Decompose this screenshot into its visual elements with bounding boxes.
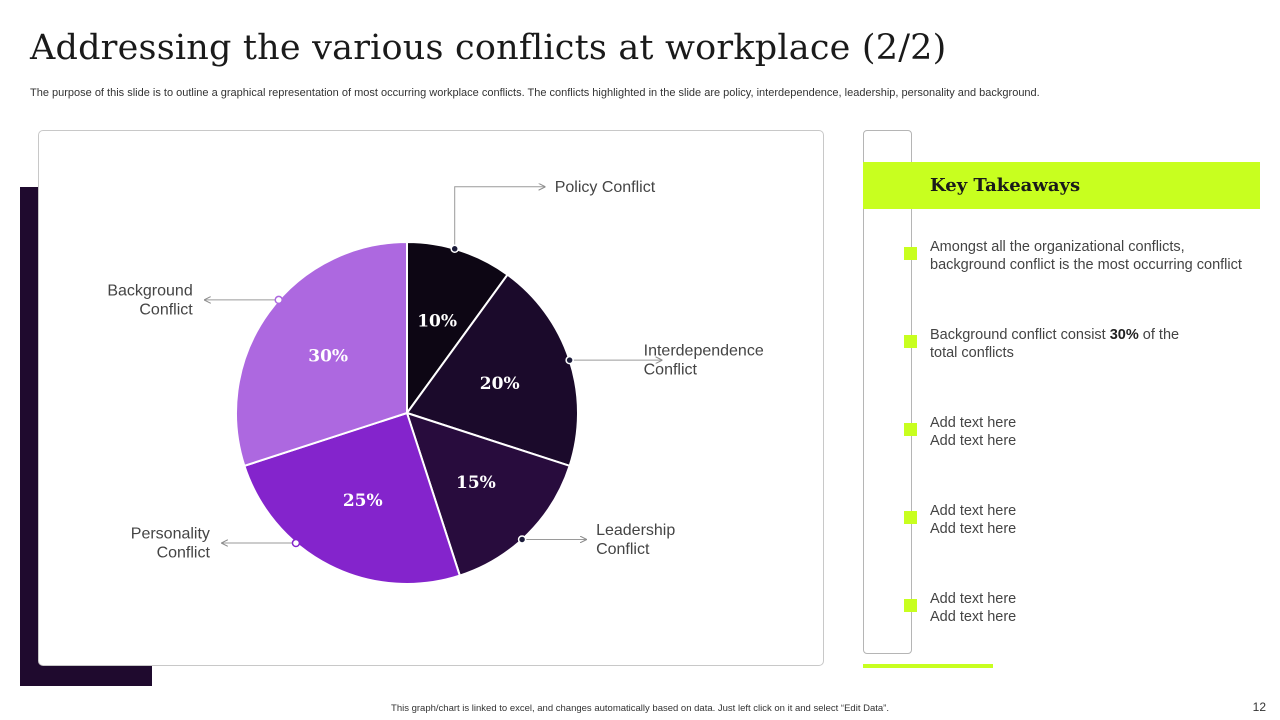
footer-note: This graph/chart is linked to excel, and… <box>391 703 889 714</box>
data-label-leadership-conflict: 15% <box>456 473 496 493</box>
category-label-background-conflict: Background Conflict <box>107 282 193 318</box>
category-label-policy-conflict: Policy Conflict <box>555 179 656 196</box>
key-takeaways-header: Key Takeaways <box>863 162 1260 209</box>
takeaway-text: Add text here Add text here <box>930 503 1017 537</box>
pie-chart[interactable]: 10% 20% 15% 25% 30% Policy Conflict Interdepe… <box>39 131 825 667</box>
chart-card[interactable]: 10% 20% 15% 25% 30% Policy Conflict Interdepe… <box>38 130 824 666</box>
callout-dot-policy-conflict <box>450 244 459 254</box>
callout-dot-interdependence-conflict <box>565 355 574 365</box>
callout-dot-background-conflict <box>274 295 283 305</box>
decorative-underline <box>863 664 993 668</box>
takeaway-text: Add text here Add text here <box>930 591 1017 625</box>
data-label-policy-conflict: 10% <box>417 311 457 331</box>
page-subtitle: The purpose of this slide is to outline … <box>30 87 1040 99</box>
page-number: 12 <box>1252 700 1266 714</box>
takeaway-item: Add text here Add text here <box>904 414 1260 454</box>
page-title: Addressing the various conflicts at work… <box>30 28 947 68</box>
data-label-interdependence-conflict: 20% <box>480 374 520 394</box>
key-takeaways-title: Key Takeaways <box>930 175 1081 196</box>
takeaway-text: Amongst all the organizational conflicts… <box>930 239 1242 273</box>
bullet-square-icon <box>904 247 917 260</box>
bullet-square-icon <box>904 511 917 524</box>
data-label-personality-conflict: 25% <box>343 491 383 511</box>
takeaway-item: Amongst all the organizational conflicts… <box>904 238 1260 278</box>
category-label-interdependence-conflict: Interdependence Conflict <box>644 343 764 379</box>
category-label-leadership-conflict: Leadership Conflict <box>596 522 675 558</box>
takeaway-text: Background conflict consist 30% of the t… <box>930 327 1180 361</box>
takeaway-text: Add text here Add text here <box>930 415 1017 449</box>
takeaways-panel <box>863 130 912 654</box>
takeaway-item: Background conflict consist 30% of the t… <box>904 326 1260 366</box>
pie-slice-background-conflict[interactable] <box>235 240 408 468</box>
bullet-square-icon <box>904 423 917 436</box>
category-label-personality-conflict: Personality Conflict <box>131 526 211 562</box>
takeaway-item: Add text here Add text here <box>904 590 1260 630</box>
bullet-square-icon <box>904 335 917 348</box>
data-label-background-conflict: 30% <box>308 347 348 367</box>
callout-dot-leadership-conflict <box>517 535 527 544</box>
callout-line-policy-conflict <box>454 187 545 249</box>
pie-slice-policy-conflict[interactable] <box>406 240 509 417</box>
takeaway-item: Add text here Add text here <box>904 502 1260 542</box>
bullet-square-icon <box>904 599 917 612</box>
callout-dot-personality-conflict <box>291 538 301 548</box>
